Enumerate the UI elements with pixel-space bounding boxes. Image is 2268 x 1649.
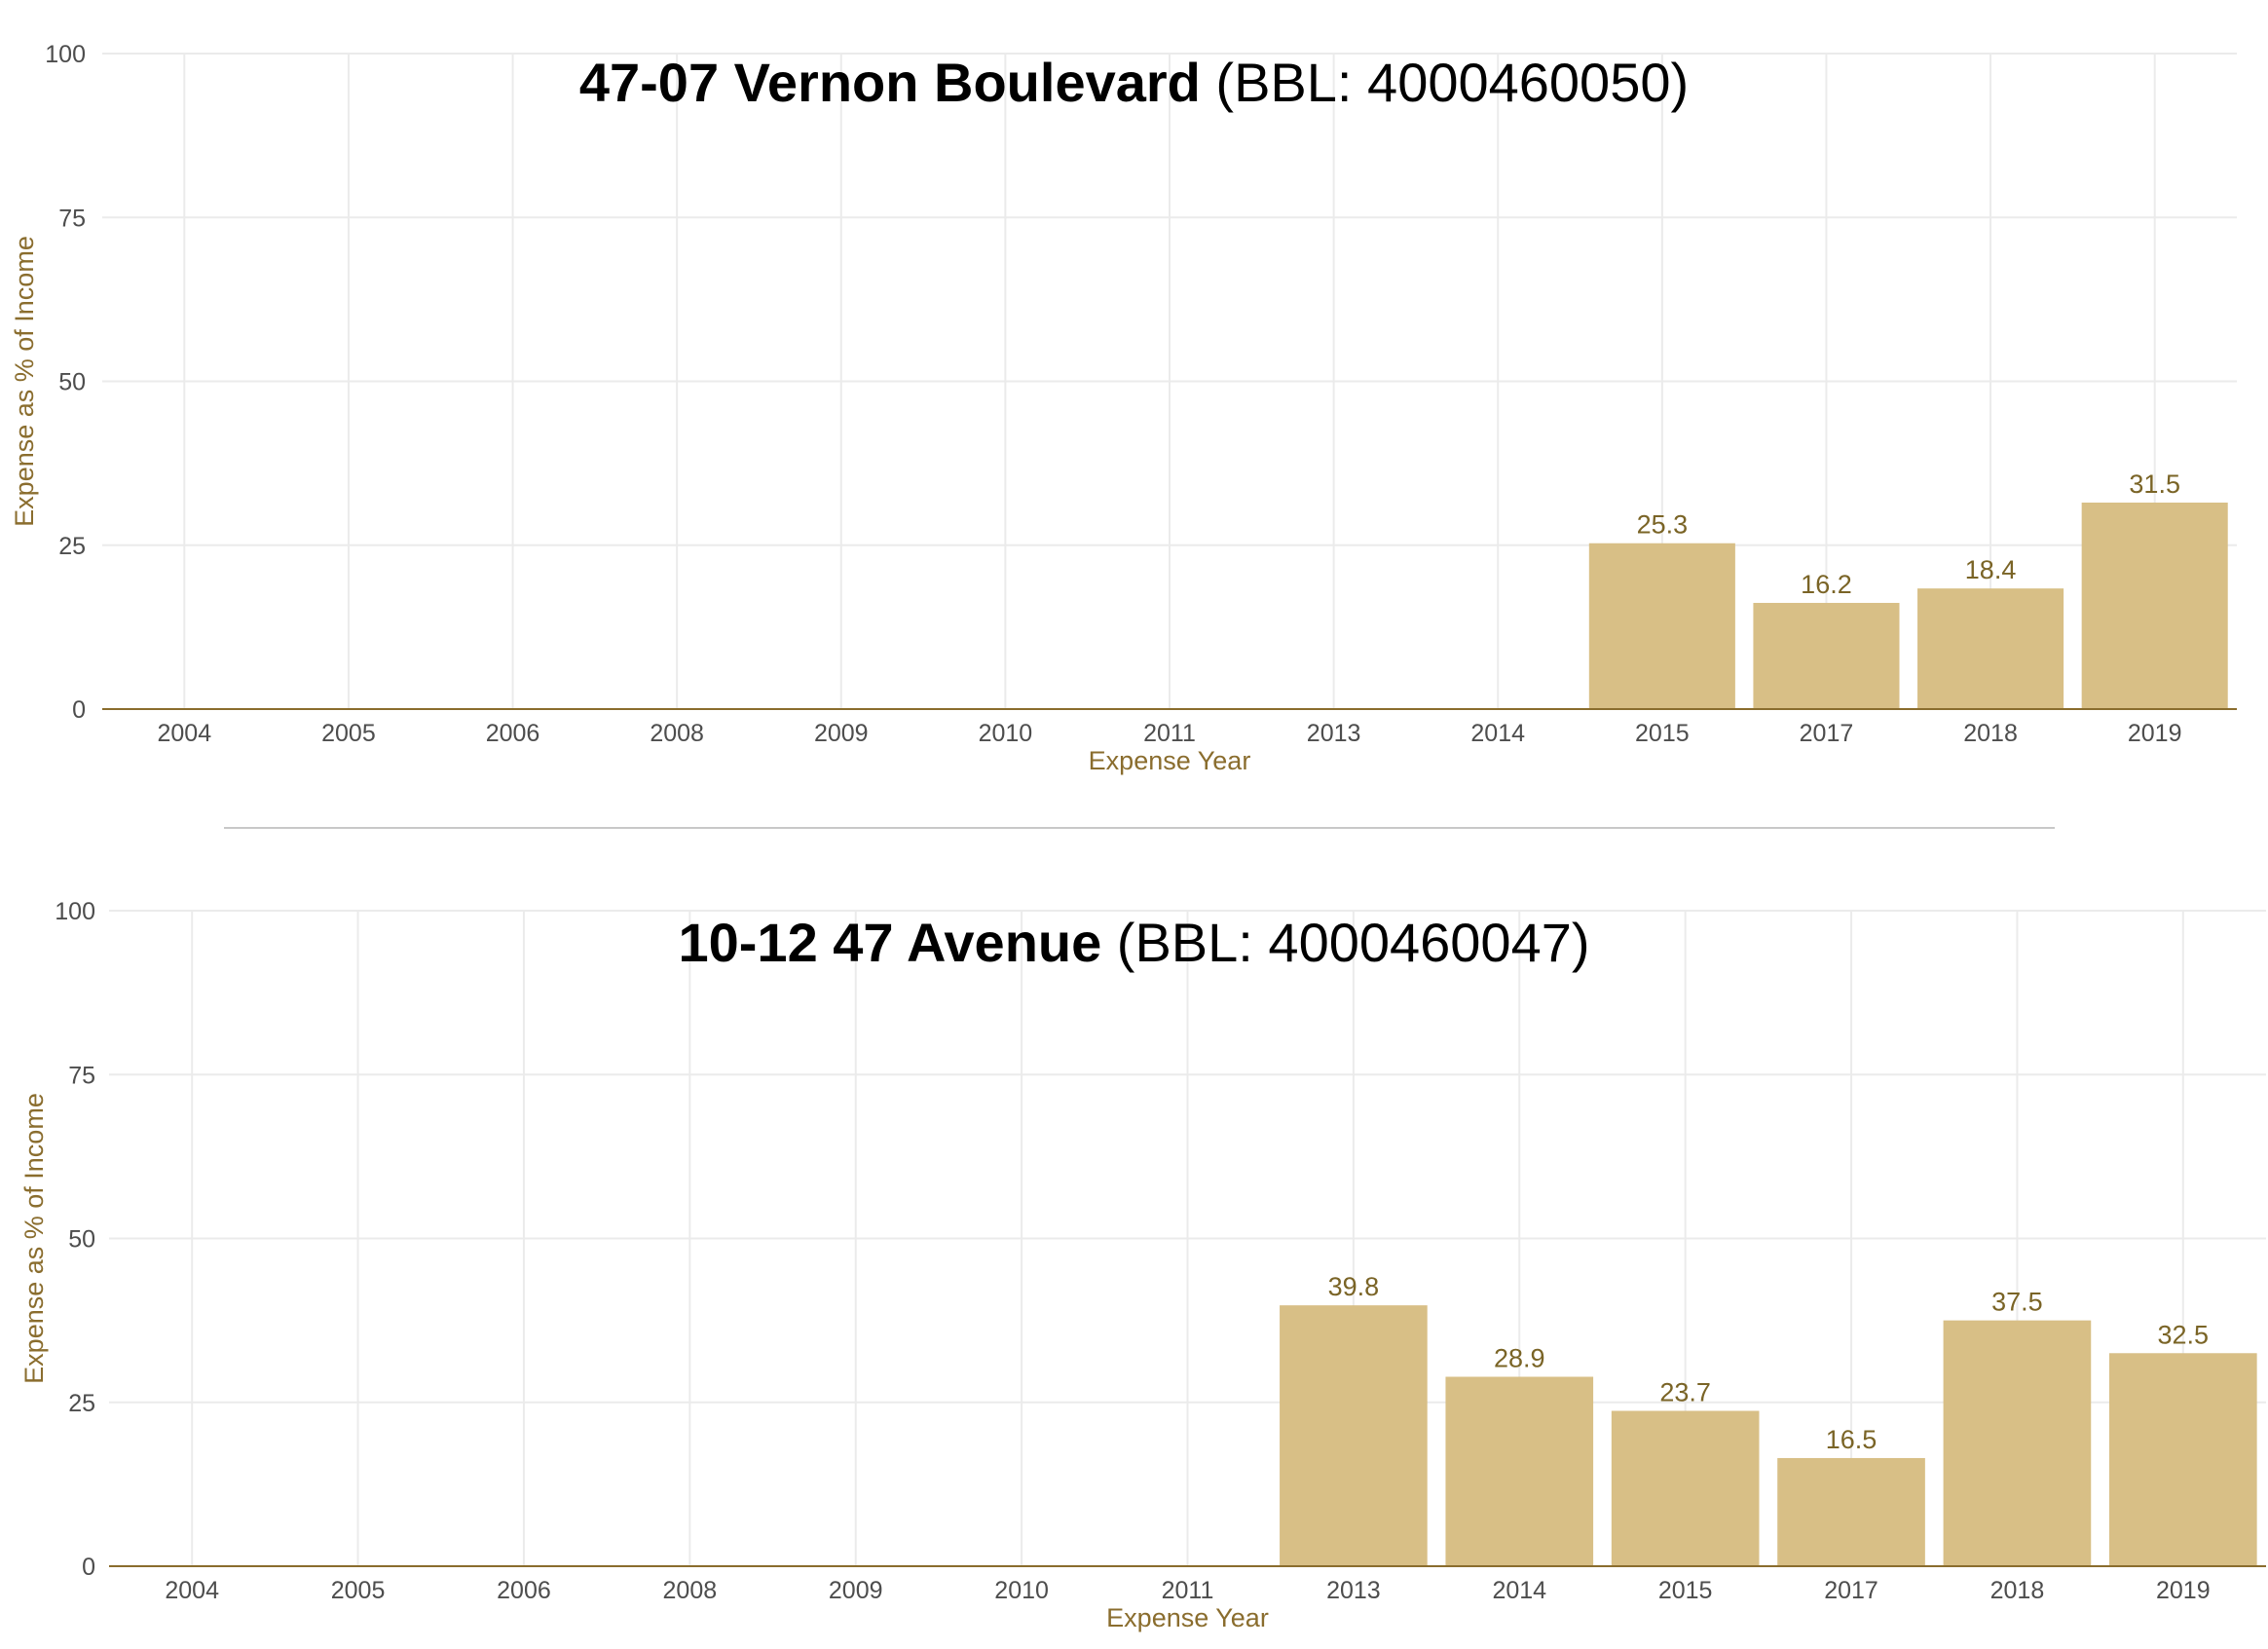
x-tick-label-2017: 2017	[1824, 1577, 1878, 1604]
x-tick-label-2013: 2013	[1307, 720, 1361, 747]
bar-chart-1: 0 25 50 75 100 2004 2005 2006 2008 2009 2010 2011 20…	[10, 41, 2237, 775]
x-tick-label-2015: 2015	[1635, 720, 1690, 747]
grid-1	[102, 53, 2237, 710]
x-tick-label-2010: 2010	[979, 720, 1033, 747]
y-tick-label: 75	[68, 1062, 95, 1089]
bar-chart-2: 0 25 50 75 100 2004 2005 2006 2008 2009 2010 2011 39…	[19, 898, 2266, 1632]
y-tick-label: 0	[72, 696, 86, 724]
x-tick-label-2008: 2008	[663, 1577, 718, 1604]
data-label-2015: 23.7	[1659, 1377, 1711, 1406]
y-tick-label: 50	[58, 369, 86, 396]
bar-2019	[2108, 1353, 2257, 1566]
chart-title-bold-2: 10-12 47 Avenue	[678, 912, 1102, 973]
bar-2015	[1588, 543, 1735, 709]
x-tick-label-2019: 2019	[2128, 720, 2182, 747]
chart-title-rest-2: (BBL: 4000460047)	[1101, 912, 1590, 973]
data-label-2013: 39.8	[1328, 1272, 1380, 1301]
panel-divider	[224, 827, 2055, 829]
x-tick-label-2013: 2013	[1326, 1577, 1381, 1604]
bar-2018	[1917, 588, 2064, 709]
chart-title-bold-1: 47-07 Vernon Boulevard	[578, 52, 1201, 113]
x-tick-label-2008: 2008	[650, 720, 704, 747]
x-tick-label-2006: 2006	[486, 720, 540, 747]
data-label-2018: 18.4	[1965, 555, 2017, 584]
x-tick-label-2019: 2019	[2156, 1577, 2211, 1604]
y-tick-label: 50	[68, 1226, 95, 1254]
y-tick-label: 0	[82, 1554, 95, 1581]
chart-panel-1: 0 25 50 75 100 2004 2005 2006 2008 2009 2010 2011 20…	[0, 0, 2268, 799]
data-label-2014: 28.9	[1494, 1344, 1545, 1373]
y-tick-label: 75	[58, 205, 86, 232]
grid-2	[109, 910, 2266, 1567]
x-tick-label-2009: 2009	[829, 1577, 883, 1604]
bar-2015	[1611, 1410, 1760, 1566]
chart-title-1: 47-07 Vernon Boulevard (BBL: 4000460050)	[0, 51, 2268, 114]
data-label-2018: 37.5	[1991, 1288, 2043, 1317]
x-axis-label: Expense Year	[1106, 1603, 1269, 1632]
data-label-2019: 31.5	[2129, 469, 2180, 499]
y-tick-label: 25	[68, 1390, 95, 1417]
y-tick-label: 25	[58, 533, 86, 560]
x-tick-label-2009: 2009	[814, 720, 869, 747]
x-tick-label-2018: 2018	[1990, 1577, 2045, 1604]
x-tick-label-2005: 2005	[321, 720, 376, 747]
y-tick-label: 100	[45, 41, 86, 68]
data-label-2019: 32.5	[2158, 1320, 2210, 1349]
x-tick-label-2006: 2006	[497, 1577, 551, 1604]
bar-2014	[1445, 1376, 1594, 1566]
bar-2013	[1280, 1305, 1428, 1566]
x-tick-label-2017: 2017	[1800, 720, 1854, 747]
x-tick-label-2004: 2004	[165, 1577, 219, 1604]
chart-title-2: 10-12 47 Avenue (BBL: 4000460047)	[0, 911, 2268, 974]
bar-2018	[1943, 1320, 2092, 1566]
chart-title-rest-1: (BBL: 4000460050)	[1200, 52, 1690, 113]
bar-2017	[1753, 602, 1900, 709]
data-label-2017: 16.5	[1826, 1425, 1878, 1454]
data-label-2017: 16.2	[1801, 570, 1852, 599]
bar-2017	[1777, 1457, 1925, 1566]
x-tick-label-2018: 2018	[1963, 720, 2018, 747]
x-tick-label-2011: 2011	[1143, 720, 1196, 747]
y-axis-label: Expense as % of Income	[10, 236, 39, 527]
y-tick-label: 100	[55, 898, 95, 925]
y-axis-label: Expense as % of Income	[19, 1093, 49, 1384]
x-tick-label-2004: 2004	[157, 720, 211, 747]
x-axis-label: Expense Year	[1089, 746, 1251, 775]
x-tick-label-2014: 2014	[1492, 1577, 1546, 1604]
x-tick-label-2005: 2005	[331, 1577, 386, 1604]
data-label-2015: 25.3	[1637, 510, 1689, 540]
bar-2019	[2081, 503, 2228, 709]
x-tick-label-2011: 2011	[1162, 1577, 1214, 1604]
x-tick-label-2014: 2014	[1470, 720, 1525, 747]
chart-panel-2: 0 25 50 75 100 2004 2005 2006 2008 2009 2010 2011 39…	[0, 857, 2268, 1649]
x-tick-label-2015: 2015	[1658, 1577, 1713, 1604]
x-tick-label-2010: 2010	[994, 1577, 1049, 1604]
